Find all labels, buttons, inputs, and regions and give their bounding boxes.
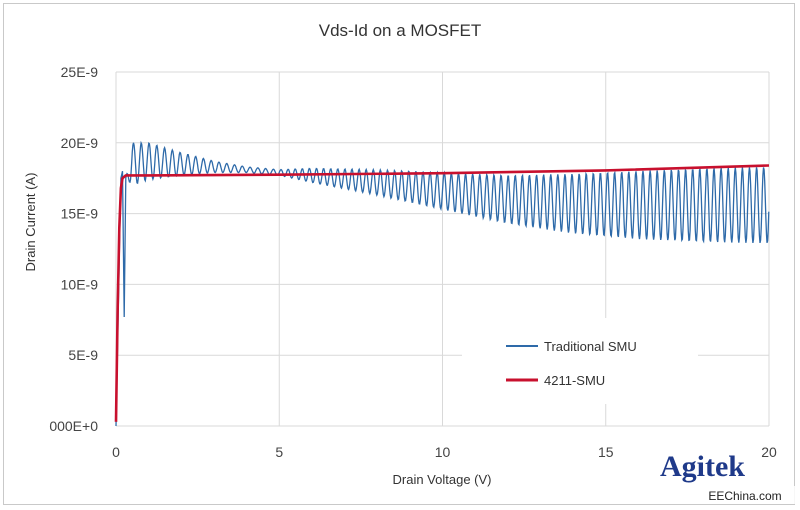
eechina-watermark: EEChina.com	[708, 489, 781, 503]
y-tick-label: 20E-9	[61, 135, 99, 151]
y-tick-labels: 000E+0 5E-9 10E-9 15E-9 20E-9 25E-9	[49, 64, 98, 434]
x-tick-labels: 0 5 10 15 20	[112, 444, 777, 460]
y-tick-label: 15E-9	[61, 206, 99, 222]
x-tick-label: 5	[275, 444, 283, 460]
chart-title: Vds-Id on a MOSFET	[319, 21, 482, 40]
x-tick-label: 15	[598, 444, 614, 460]
series-traditional-smu-line	[115, 140, 770, 427]
chart-frame	[3, 3, 795, 505]
series-layer	[114, 140, 770, 427]
y-axis-label: Drain Current (A)	[23, 173, 38, 272]
agitek-logo: Agitek	[660, 450, 745, 483]
y-tick-label: 10E-9	[61, 276, 99, 292]
x-axis-label: Drain Voltage (V)	[393, 472, 492, 487]
watermark-background	[700, 486, 795, 504]
legend: Traditional SMU 4211-SMU	[462, 318, 698, 404]
legend-label-traditional-smu: Traditional SMU	[544, 339, 637, 354]
x-tick-label: 10	[435, 444, 451, 460]
legend-label-4211-smu: 4211-SMU	[544, 373, 605, 388]
y-tick-label: 5E-9	[68, 347, 98, 363]
series-4211-smu-line	[114, 164, 770, 422]
x-tick-label: 20	[761, 444, 777, 460]
y-tick-label: 25E-9	[61, 64, 99, 80]
y-tick-label: 000E+0	[49, 418, 98, 434]
x-tick-label: 0	[112, 444, 120, 460]
legend-box	[462, 318, 698, 404]
